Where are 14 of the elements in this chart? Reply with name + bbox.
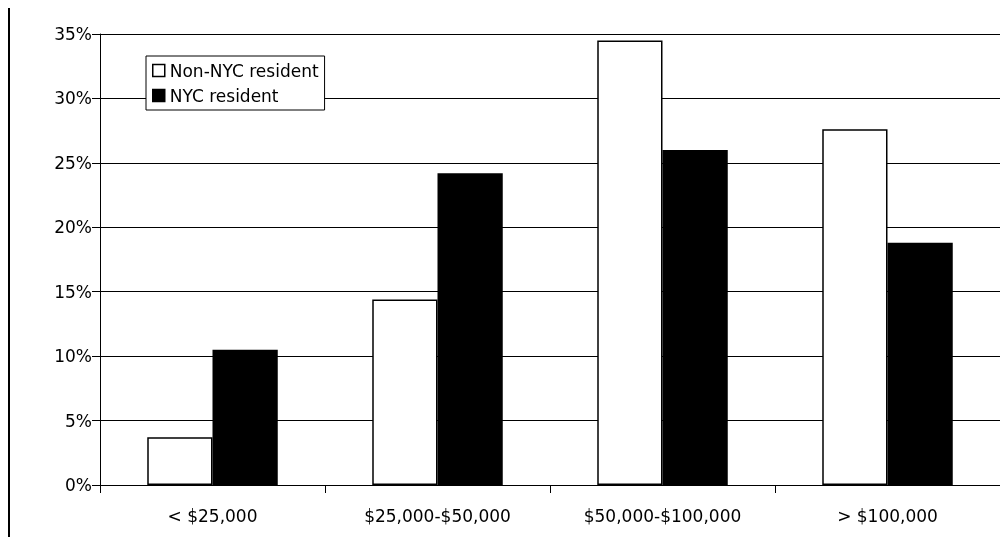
y-tick-label: 25% bbox=[54, 152, 92, 173]
legend-label: NYC resident bbox=[169, 85, 279, 106]
y-tick-label: 20% bbox=[54, 217, 92, 238]
x-tick-label: $25,000-$50,000 bbox=[364, 505, 511, 526]
legend-label: Non-NYC resident bbox=[169, 60, 319, 81]
y-tick-label: 15% bbox=[54, 281, 92, 302]
x-tick-label: $50,000-$100,000 bbox=[583, 505, 742, 526]
y-tick-label: 10% bbox=[54, 346, 92, 367]
x-tick-label: < $25,000 bbox=[167, 505, 258, 526]
y-tick-label: 35% bbox=[54, 24, 92, 44]
y-tick-label: 0% bbox=[65, 475, 92, 495]
y-tick-label: 5% bbox=[65, 410, 92, 431]
x-tick-label: > $100,000 bbox=[837, 505, 938, 526]
y-tick-label: 30% bbox=[54, 88, 92, 109]
